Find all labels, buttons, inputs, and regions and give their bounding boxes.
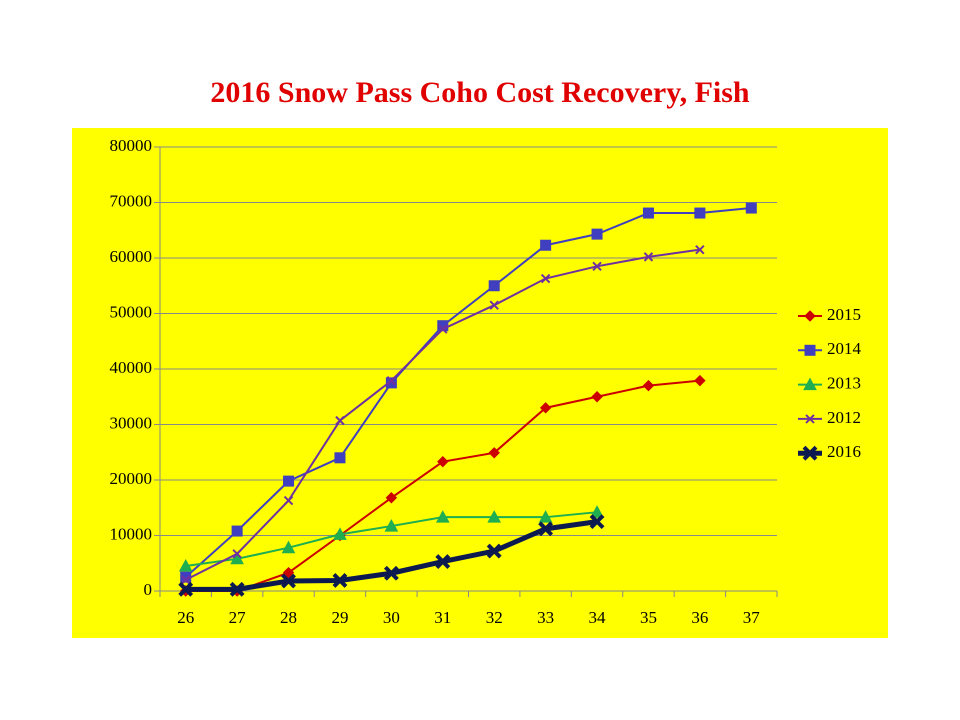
marker (540, 273, 551, 284)
marker (695, 244, 705, 255)
legend-label: 2013 (827, 374, 861, 393)
legend-label: 2016 (827, 442, 861, 461)
marker (642, 207, 654, 219)
marker (803, 377, 817, 391)
marker (230, 551, 244, 565)
marker (487, 510, 502, 523)
marker (539, 402, 552, 414)
y-tick-label: 80000 (110, 136, 153, 155)
marker (386, 375, 397, 386)
legend-label: 2015 (827, 305, 861, 324)
marker (802, 445, 818, 461)
marker (694, 207, 706, 219)
legend-label: 2014 (827, 339, 862, 358)
legend-label: 2012 (827, 408, 861, 427)
plot-background (72, 128, 888, 638)
x-tick-label: 26 (177, 608, 194, 627)
marker (591, 391, 603, 403)
marker (694, 374, 706, 387)
x-tick-label: 34 (589, 608, 607, 627)
x-tick-label: 33 (537, 608, 554, 627)
marker (805, 414, 815, 424)
marker (385, 377, 397, 389)
series-line (185, 207, 752, 578)
marker (804, 310, 816, 322)
x-tick-label: 31 (434, 608, 451, 627)
marker (538, 521, 554, 537)
y-tick-label: 0 (144, 580, 153, 599)
x-tick-label: 29 (331, 608, 348, 627)
x-tick-label: 32 (486, 608, 503, 627)
marker (385, 492, 398, 504)
marker (232, 549, 242, 559)
marker (281, 573, 296, 589)
marker (435, 510, 450, 523)
marker (437, 455, 449, 468)
marker (333, 527, 347, 540)
marker (383, 565, 399, 581)
marker (281, 540, 296, 554)
marker (592, 261, 602, 272)
marker (486, 543, 502, 559)
marker (538, 510, 553, 523)
marker (591, 228, 603, 240)
chart-title: 2016 Snow Pass Coho Cost Recovery, Fish (210, 76, 749, 109)
x-tick-label: 35 (640, 608, 657, 627)
marker (283, 495, 294, 506)
x-tick-label: 30 (383, 608, 400, 627)
y-tick-label: 70000 (110, 191, 153, 210)
x-tick-label: 36 (691, 608, 708, 627)
marker (804, 344, 816, 356)
marker (178, 558, 193, 572)
x-tick-label: 27 (229, 608, 247, 627)
marker (181, 575, 191, 585)
x-tick-label: 28 (280, 608, 297, 627)
y-tick-label: 20000 (110, 469, 153, 488)
marker (178, 581, 194, 597)
marker (642, 379, 655, 392)
marker (590, 505, 604, 518)
marker (334, 452, 346, 464)
y-tick-label: 50000 (110, 302, 153, 321)
marker (745, 202, 757, 214)
marker (589, 514, 605, 530)
marker (282, 566, 295, 579)
marker (332, 573, 348, 588)
y-tick-label: 60000 (110, 247, 153, 266)
marker (435, 554, 451, 569)
marker (283, 475, 295, 487)
y-tick-label: 40000 (110, 358, 153, 377)
marker (540, 239, 552, 251)
marker (231, 525, 243, 537)
marker (488, 447, 500, 459)
legend: 2015 2014 2013 2012 2016 (798, 305, 862, 461)
marker (489, 300, 499, 310)
x-tick-label: 37 (743, 608, 761, 627)
y-tick-label: 10000 (110, 524, 153, 543)
marker (335, 415, 345, 426)
marker (438, 324, 448, 334)
marker (488, 280, 500, 292)
marker (229, 581, 245, 597)
y-tick-label: 30000 (110, 413, 153, 432)
marker (384, 519, 399, 532)
marker (643, 252, 654, 262)
